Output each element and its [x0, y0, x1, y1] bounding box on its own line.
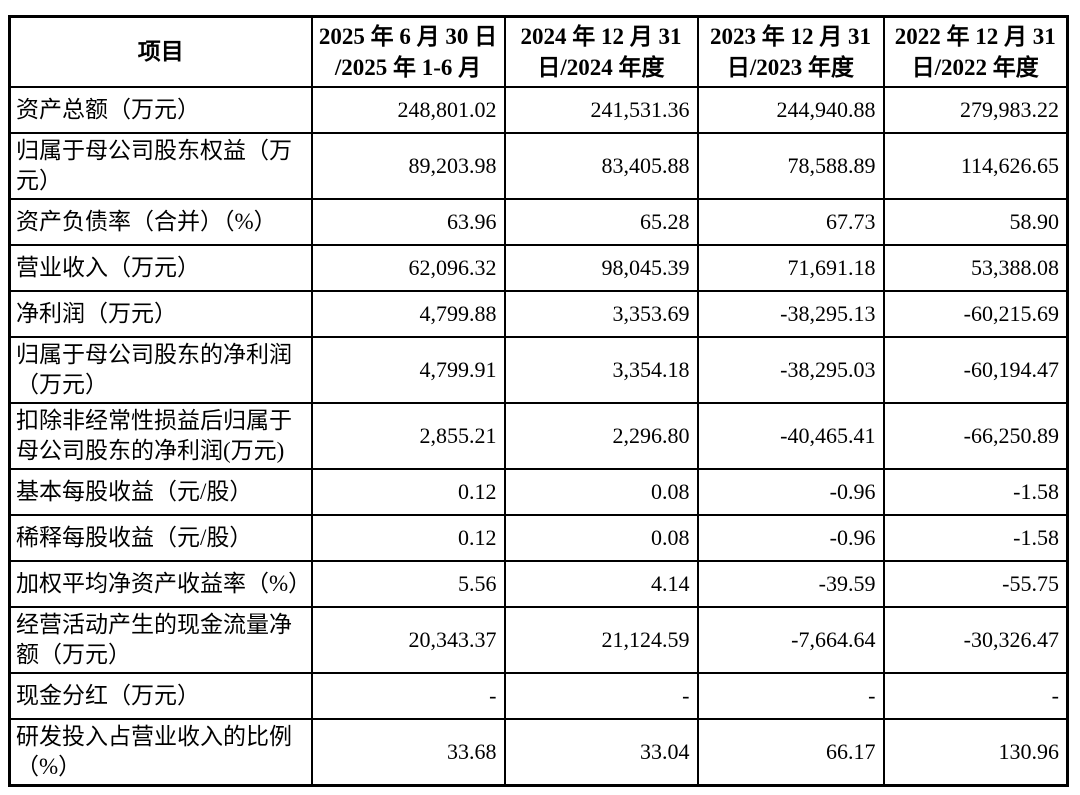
- cell-value: -1.58: [882, 513, 1069, 562]
- cell-value: 114,626.65: [882, 131, 1069, 200]
- row-operating-cash-flow: 经营活动产生的现金流量净 额（万元） 20,343.37 21,124.59 -…: [8, 605, 1069, 674]
- cell-value: 33.04: [503, 717, 699, 786]
- financial-summary-table: 项目 2025 年 6 月 30 日 /2025 年 1-6 月 2024 年 …: [8, 15, 1069, 787]
- cell-value: -60,194.47: [882, 335, 1069, 404]
- cell-value: 248,801.02: [310, 85, 506, 134]
- cell-value: -0.96: [696, 467, 885, 516]
- cell-value: 0.12: [310, 467, 506, 516]
- cell-value: 0.08: [503, 513, 699, 562]
- row-label: 稀释每股收益（元/股）: [8, 513, 313, 562]
- header-item-column: 项目: [8, 15, 313, 88]
- cell-value: 67.73: [696, 197, 885, 246]
- cell-value: 89,203.98: [310, 131, 506, 200]
- row-label: 扣除非经常性损益后归属于 母公司股东的净利润(万元): [8, 401, 313, 470]
- header-period-2022: 2022 年 12 月 31 日/2022 年度: [882, 15, 1069, 88]
- cell-value: -60,215.69: [882, 289, 1069, 338]
- row-cash-dividend: 现金分红（万元） - - - -: [8, 671, 1069, 720]
- row-label: 营业收入（万元）: [8, 243, 313, 292]
- cell-value: 66.17: [696, 717, 885, 786]
- row-label: 加权平均净资产收益率（%）: [8, 559, 313, 608]
- cell-value: -40,465.41: [696, 401, 885, 470]
- cell-value: 71,691.18: [696, 243, 885, 292]
- cell-value: 3,354.18: [503, 335, 699, 404]
- row-parent-equity: 归属于母公司股东权益（万 元） 89,203.98 83,405.88 78,5…: [8, 131, 1069, 200]
- cell-value: 78,588.89: [696, 131, 885, 200]
- row-label: 净利润（万元）: [8, 289, 313, 338]
- cell-value: 4,799.91: [310, 335, 506, 404]
- header-period-2024: 2024 年 12 月 31 日/2024 年度: [503, 15, 699, 88]
- row-label: 研发投入占营业收入的比例 （%）: [8, 717, 313, 786]
- cell-value: -7,664.64: [696, 605, 885, 674]
- cell-value: 4.14: [503, 559, 699, 608]
- cell-value: -: [503, 671, 699, 720]
- cell-value: 21,124.59: [503, 605, 699, 674]
- row-operating-revenue: 营业收入（万元） 62,096.32 98,045.39 71,691.18 5…: [8, 243, 1069, 292]
- cell-value: 0.12: [310, 513, 506, 562]
- cell-value: 5.56: [310, 559, 506, 608]
- cell-value: 279,983.22: [882, 85, 1069, 134]
- row-label: 归属于母公司股东的净利润 （万元）: [8, 335, 313, 404]
- cell-value: 241,531.36: [503, 85, 699, 134]
- cell-value: -39.59: [696, 559, 885, 608]
- cell-value: -1.58: [882, 467, 1069, 516]
- header-period-2025: 2025 年 6 月 30 日 /2025 年 1-6 月: [310, 15, 506, 88]
- cell-value: 53,388.08: [882, 243, 1069, 292]
- cell-value: 20,343.37: [310, 605, 506, 674]
- row-net-profit-excl-nonrecurring: 扣除非经常性损益后归属于 母公司股东的净利润(万元) 2,855.21 2,29…: [8, 401, 1069, 470]
- row-label: 资产总额（万元）: [8, 85, 313, 134]
- row-net-profit: 净利润（万元） 4,799.88 3,353.69 -38,295.13 -60…: [8, 289, 1069, 338]
- row-total-assets: 资产总额（万元） 248,801.02 241,531.36 244,940.8…: [8, 85, 1069, 134]
- cell-value: 58.90: [882, 197, 1069, 246]
- cell-value: 62,096.32: [310, 243, 506, 292]
- cell-value: 130.96: [882, 717, 1069, 786]
- cell-value: -: [310, 671, 506, 720]
- cell-value: 98,045.39: [503, 243, 699, 292]
- row-label: 基本每股收益（元/股）: [8, 467, 313, 516]
- cell-value: 63.96: [310, 197, 506, 246]
- cell-value: 4,799.88: [310, 289, 506, 338]
- cell-value: -30,326.47: [882, 605, 1069, 674]
- row-weighted-avg-roe: 加权平均净资产收益率（%） 5.56 4.14 -39.59 -55.75: [8, 559, 1069, 608]
- row-diluted-eps: 稀释每股收益（元/股） 0.12 0.08 -0.96 -1.58: [8, 513, 1069, 562]
- cell-value: -: [882, 671, 1069, 720]
- cell-value: -55.75: [882, 559, 1069, 608]
- cell-value: 2,855.21: [310, 401, 506, 470]
- cell-value: -38,295.13: [696, 289, 885, 338]
- table-header-row: 项目 2025 年 6 月 30 日 /2025 年 1-6 月 2024 年 …: [8, 15, 1069, 88]
- row-label: 现金分红（万元）: [8, 671, 313, 720]
- cell-value: 2,296.80: [503, 401, 699, 470]
- cell-value: -: [696, 671, 885, 720]
- header-period-2023: 2023 年 12 月 31 日/2023 年度: [696, 15, 885, 88]
- row-label: 经营活动产生的现金流量净 额（万元）: [8, 605, 313, 674]
- row-basic-eps: 基本每股收益（元/股） 0.12 0.08 -0.96 -1.58: [8, 467, 1069, 516]
- row-net-profit-parent: 归属于母公司股东的净利润 （万元） 4,799.91 3,354.18 -38,…: [8, 335, 1069, 404]
- row-rd-expense-ratio: 研发投入占营业收入的比例 （%） 33.68 33.04 66.17 130.9…: [8, 717, 1069, 786]
- cell-value: 33.68: [310, 717, 506, 786]
- cell-value: -38,295.03: [696, 335, 885, 404]
- row-label: 归属于母公司股东权益（万 元）: [8, 131, 313, 200]
- cell-value: 0.08: [503, 467, 699, 516]
- cell-value: 83,405.88: [503, 131, 699, 200]
- row-label: 资产负债率（合并）（%）: [8, 197, 313, 246]
- row-debt-ratio: 资产负债率（合并）（%） 63.96 65.28 67.73 58.90: [8, 197, 1069, 246]
- cell-value: 244,940.88: [696, 85, 885, 134]
- cell-value: -0.96: [696, 513, 885, 562]
- cell-value: -66,250.89: [882, 401, 1069, 470]
- cell-value: 65.28: [503, 197, 699, 246]
- cell-value: 3,353.69: [503, 289, 699, 338]
